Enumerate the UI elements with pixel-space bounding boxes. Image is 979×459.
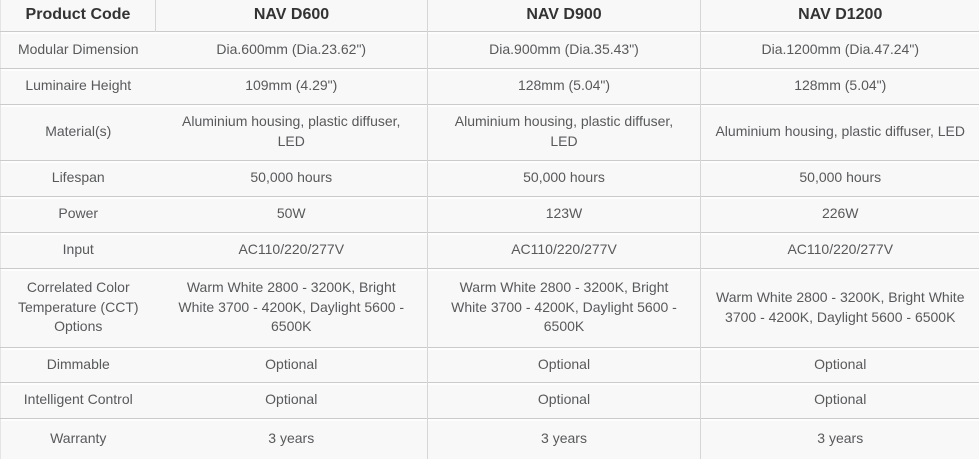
spec-cell: 50,000 hours (700, 159, 979, 196)
spec-cell: Warm White 2800 - 3200K, Bright White 37… (427, 267, 701, 347)
row-label: Input (0, 231, 156, 268)
spec-cell: Optional (427, 381, 701, 418)
spec-cell: Dia.600mm (Dia.23.62") (155, 30, 428, 68)
row-label: Luminaire Height (0, 67, 156, 104)
spec-cell: Optional (155, 381, 428, 418)
table-row-modular-dimension: Modular Dimension Dia.600mm (Dia.23.62")… (0, 30, 979, 68)
header-row: Product Code NAV D600 NAV D900 NAV D1200 (0, 0, 979, 31)
table-row-power: Power 50W 123W 226W (0, 195, 979, 232)
column-header-nav-d600: NAV D600 (155, 0, 428, 31)
spec-cell: Dia.1200mm (Dia.47.24") (700, 30, 979, 68)
table-row-cct-options: Correlated Color Temperature (CCT) Optio… (0, 267, 979, 347)
spec-cell: 128mm (5.04") (427, 67, 701, 104)
column-header-nav-d900: NAV D900 (427, 0, 701, 31)
column-header-product-code: Product Code (0, 0, 156, 31)
row-label: Power (0, 195, 156, 232)
row-label: Lifespan (0, 159, 156, 196)
spec-cell: Aluminium housing, plastic diffuser, LED (427, 103, 701, 160)
spec-cell: Dia.900mm (Dia.35.43") (427, 30, 701, 68)
column-header-nav-d1200: NAV D1200 (700, 0, 979, 31)
spec-cell: Optional (427, 346, 701, 382)
table-row-materials: Material(s) Aluminium housing, plastic d… (0, 103, 979, 160)
row-label: Intelligent Control (0, 381, 156, 418)
spec-cell: 128mm (5.04") (700, 67, 979, 104)
row-label: Correlated Color Temperature (CCT) Optio… (0, 267, 156, 347)
spec-cell: 3 years (155, 417, 428, 459)
spec-cell: Optional (155, 346, 428, 382)
spec-cell: Optional (700, 381, 979, 418)
table-row-luminaire-height: Luminaire Height 109mm (4.29") 128mm (5.… (0, 67, 979, 104)
spec-cell: AC110/220/277V (427, 231, 701, 268)
table-row-lifespan: Lifespan 50,000 hours 50,000 hours 50,00… (0, 159, 979, 196)
table-row-intelligent-control: Intelligent Control Optional Optional Op… (0, 381, 979, 418)
spec-cell: 3 years (427, 417, 701, 459)
row-label: Dimmable (0, 346, 156, 382)
row-label: Modular Dimension (0, 30, 156, 68)
table-row-input: Input AC110/220/277V AC110/220/277V AC11… (0, 231, 979, 268)
spec-cell: 50,000 hours (427, 159, 701, 196)
table-row-dimmable: Dimmable Optional Optional Optional (0, 346, 979, 382)
spec-cell: 109mm (4.29") (155, 67, 428, 104)
row-label: Warranty (0, 417, 156, 459)
spec-cell: Optional (700, 346, 979, 382)
row-label: Material(s) (0, 103, 156, 160)
spec-cell: 226W (700, 195, 979, 232)
spec-cell: 50W (155, 195, 428, 232)
spec-cell: Warm White 2800 - 3200K, Bright White 37… (155, 267, 428, 347)
spec-cell: Aluminium housing, plastic diffuser, LED (155, 103, 428, 160)
spec-cell: Aluminium housing, plastic diffuser, LED (700, 103, 979, 160)
spec-cell: AC110/220/277V (700, 231, 979, 268)
table-row-warranty: Warranty 3 years 3 years 3 years (0, 417, 979, 459)
spec-cell: 3 years (700, 417, 979, 459)
spec-cell: 50,000 hours (155, 159, 428, 196)
spec-cell: 123W (427, 195, 701, 232)
spec-cell: Warm White 2800 - 3200K, Bright White 37… (700, 267, 979, 347)
spec-cell: AC110/220/277V (155, 231, 428, 268)
